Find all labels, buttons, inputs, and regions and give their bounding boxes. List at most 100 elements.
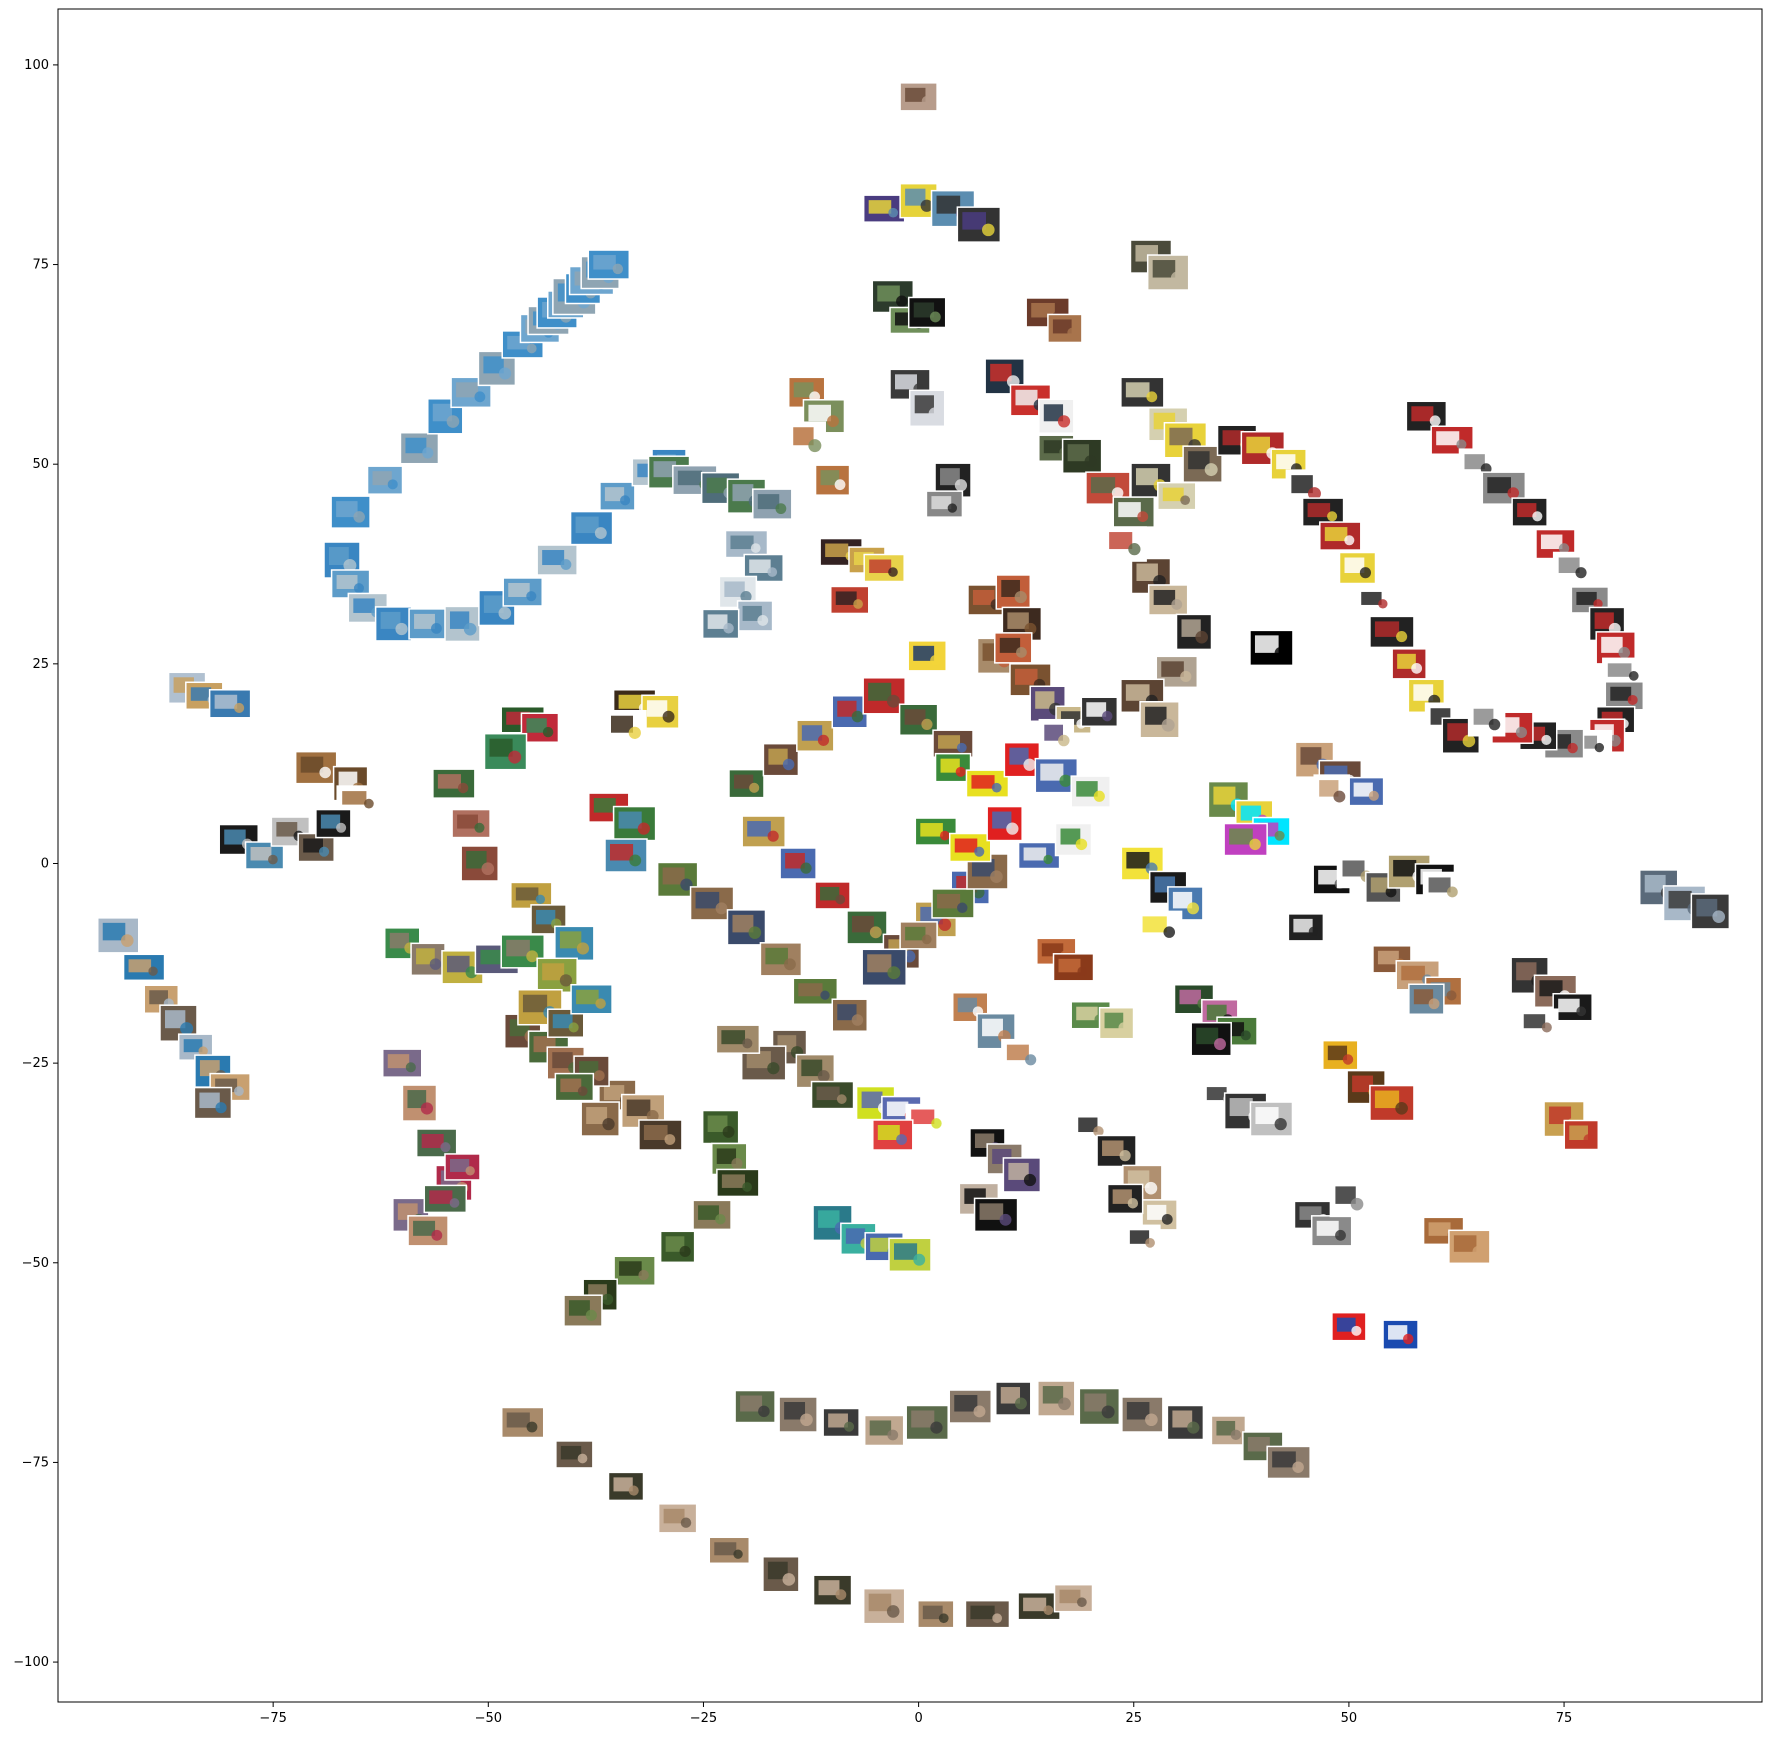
thumbnail-point	[657, 1503, 698, 1534]
thumbnail-point	[1098, 1006, 1135, 1040]
thumbnail-point	[460, 845, 499, 882]
thumbnail-point	[604, 838, 648, 873]
thumbnail-point	[1249, 1101, 1294, 1137]
y-tick-label: −75	[22, 1455, 49, 1470]
thumbnail-cluster	[1249, 629, 1294, 667]
thumbnail-point	[822, 1407, 860, 1438]
thumbnail-point	[1690, 893, 1731, 930]
thumbnail-point	[1313, 774, 1350, 809]
thumbnail-point	[1355, 586, 1394, 614]
thumbnail-cluster	[1543, 1100, 1600, 1151]
thumbnail-cluster	[1085, 471, 1156, 562]
thumbnail-point	[715, 1024, 761, 1054]
axes-frame	[57, 8, 1763, 1703]
thumbnail-cluster	[1372, 945, 1463, 1015]
thumbnail-cluster	[432, 768, 499, 882]
thumbnail-point	[814, 881, 851, 910]
thumbnail-point	[563, 1294, 603, 1327]
thumbnail-point	[948, 1389, 992, 1424]
thumbnail-cluster	[1405, 400, 1647, 759]
thumbnail-point	[787, 421, 826, 459]
thumbnail-point	[1552, 992, 1593, 1022]
thumbnail-point	[917, 1599, 955, 1629]
thumbnail-cluster	[1294, 741, 1385, 809]
y-axis: −100 −75 −50 −25 0 25 50 75 100	[13, 58, 58, 1670]
thumbnail-point	[948, 832, 992, 863]
thumbnail-point	[762, 1555, 800, 1593]
y-tick-label: −50	[22, 1256, 49, 1271]
thumbnail-point	[689, 886, 735, 921]
thumbnail-point	[984, 358, 1025, 395]
thumbnail-point	[726, 909, 767, 946]
thumbnail-point	[708, 1536, 751, 1565]
thumbnail-point	[96, 917, 140, 954]
thumbnail-point	[366, 465, 404, 495]
thumbnail-point	[692, 1199, 732, 1231]
thumbnail-point	[554, 1072, 595, 1102]
thumbnail-point	[607, 1471, 645, 1502]
thumbnail-cluster	[1120, 846, 1204, 945]
thumbnail-point	[1001, 1038, 1043, 1072]
thumbnail-point	[451, 808, 491, 839]
thumbnail-point	[1147, 584, 1189, 616]
thumbnail-cluster	[218, 808, 352, 870]
thumbnail-point	[1120, 376, 1165, 409]
thumbnail-point	[1240, 430, 1286, 466]
x-tick-label: −50	[475, 1711, 502, 1726]
thumbnail-cluster	[734, 1380, 1311, 1480]
thumbnail-cluster	[1312, 854, 1465, 904]
thumbnail-point	[724, 529, 769, 559]
thumbnail-point	[423, 1184, 468, 1214]
thumbnail-point	[1408, 983, 1445, 1015]
x-tick-label: −25	[690, 1711, 717, 1726]
thumbnail-cluster	[96, 917, 251, 1120]
thumbnail-point	[1448, 1229, 1491, 1265]
thumbnail-point	[814, 464, 851, 496]
thumbnail-point	[444, 1153, 481, 1181]
thumbnail-cluster	[1025, 297, 1083, 344]
thumbnail-point	[1103, 526, 1147, 562]
thumbnail-point	[956, 206, 1002, 243]
thumbnail-cluster	[787, 376, 851, 496]
thumbnail-point	[701, 608, 740, 640]
thumbnail-point	[907, 296, 947, 329]
thumbnail-point	[1070, 775, 1111, 808]
thumbnail-point	[177, 1033, 214, 1061]
thumbnail-point	[1053, 1583, 1094, 1613]
thumbnail-point	[208, 689, 252, 719]
thumbnail-point	[779, 847, 817, 880]
thumbnail-point	[888, 1237, 932, 1273]
thumbnail-point	[401, 1084, 438, 1122]
thumbnail-point	[1382, 1319, 1419, 1350]
thumbnail-point	[510, 881, 553, 910]
x-tick-label: 50	[1341, 1711, 1358, 1726]
thumbnail-point	[483, 732, 528, 771]
thumbnail-point	[444, 605, 481, 643]
thumbnail-point	[965, 769, 1010, 798]
y-tick-label: 0	[41, 856, 49, 871]
thumbnail-cluster	[855, 1085, 949, 1151]
x-tick-label: 0	[914, 1711, 922, 1726]
thumbnail-point	[427, 398, 464, 435]
thumbnail-point	[297, 832, 335, 863]
thumbnail-cluster	[330, 249, 631, 529]
thumbnail-cluster	[647, 455, 793, 520]
thumbnail-point	[796, 719, 835, 752]
thumbnail-point	[638, 1119, 683, 1151]
thumbnail-point	[701, 1109, 740, 1145]
thumbnail-cluster	[889, 368, 946, 428]
thumbnail-point	[1002, 1157, 1042, 1193]
thumbnail-point	[315, 808, 352, 839]
thumbnail-point	[718, 575, 758, 609]
thumbnail-point	[330, 495, 371, 529]
thumbnail-point	[736, 600, 774, 632]
thumbnail-cluster	[1422, 1216, 1491, 1265]
thumbnail-cluster	[588, 792, 657, 873]
thumbnail-point	[1604, 681, 1645, 711]
thumbnail-cluster	[483, 705, 560, 771]
thumbnail-point	[1166, 1404, 1205, 1441]
thumbnail-cluster	[1070, 1000, 1135, 1040]
thumbnail-point	[193, 1086, 233, 1120]
thumbnail-point	[613, 1255, 656, 1287]
